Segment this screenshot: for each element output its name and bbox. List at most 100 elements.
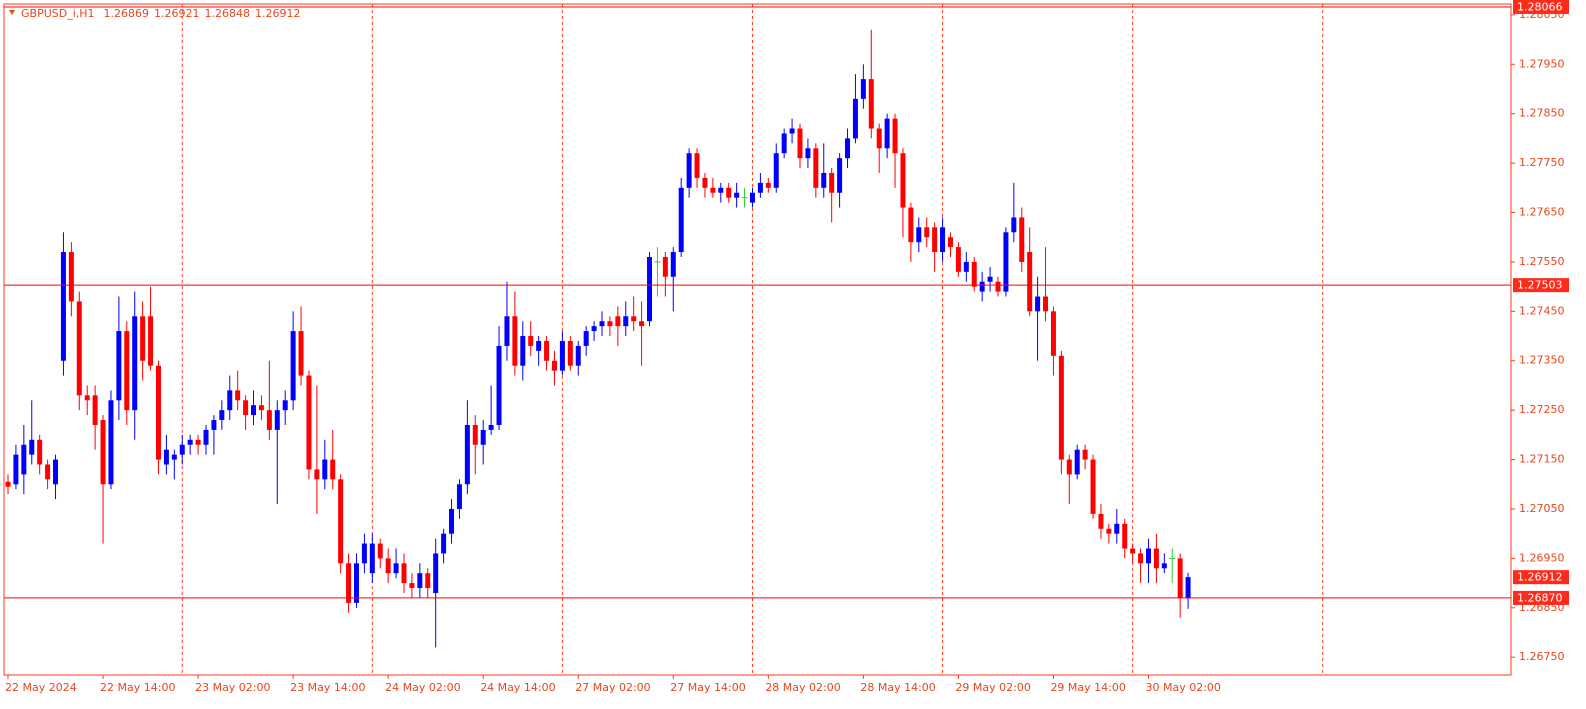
candle-body: [678, 187, 684, 253]
candle-body: [789, 128, 795, 134]
candle-body: [591, 326, 597, 332]
candle-body: [1106, 528, 1112, 534]
collapse-icon: [9, 10, 15, 15]
candle-body: [68, 252, 74, 302]
candle-body: [718, 187, 724, 193]
candle-body: [528, 336, 534, 346]
candle-body: [1130, 548, 1136, 554]
candle-body: [1185, 577, 1191, 599]
candle-body: [306, 375, 312, 470]
candle-body: [488, 424, 494, 430]
x-tick-label: 23 May 14:00: [290, 681, 365, 694]
hline-box: [1513, 590, 1569, 605]
candle-body: [900, 153, 906, 208]
candle-body: [219, 410, 225, 421]
candle-body: [797, 128, 803, 159]
candle-body: [108, 400, 114, 485]
candle-body: [377, 543, 383, 559]
candle-body: [829, 172, 835, 193]
candle-body: [805, 148, 811, 159]
candle-body: [686, 153, 692, 188]
candle-body: [615, 316, 621, 327]
candle-body: [13, 454, 19, 485]
candle-body: [441, 533, 447, 554]
candle-body: [211, 420, 217, 430]
candle-body: [195, 439, 201, 445]
x-tick-label: 27 May 14:00: [670, 681, 745, 694]
candle-body: [274, 410, 280, 430]
candle-body: [512, 316, 518, 366]
candle-body: [520, 336, 526, 366]
candle-body: [757, 182, 763, 193]
candle-body: [132, 316, 138, 411]
candle-body: [1035, 296, 1041, 312]
candle-body: [290, 331, 296, 401]
y-tick-label: 1.27150: [1519, 453, 1565, 466]
candle-body: [464, 424, 470, 485]
candle-body: [227, 390, 233, 411]
candle-body: [559, 340, 565, 371]
candle-body: [868, 79, 874, 129]
y-tick-label: 1.27450: [1519, 304, 1565, 317]
y-tick-label: 1.27550: [1519, 255, 1565, 268]
x-tick-label: 29 May 14:00: [1050, 681, 1125, 694]
candle-body: [1145, 548, 1151, 564]
candle-body: [243, 400, 249, 416]
y-tick-label: 1.27950: [1519, 57, 1565, 70]
x-tick-label: 22 May 2024: [5, 681, 77, 694]
candle-body: [837, 158, 843, 193]
candle-body: [322, 459, 328, 480]
y-tick-label: 1.27250: [1519, 403, 1565, 416]
candle-body: [916, 227, 922, 243]
candle-body: [449, 508, 455, 534]
candle-body: [116, 331, 122, 401]
symbol: GBPUSD_i,H1: [21, 7, 95, 20]
candle-body: [53, 459, 59, 485]
candle-body: [21, 444, 27, 475]
candle-body: [179, 444, 185, 455]
candle-body: [171, 454, 177, 460]
candle-body: [1153, 548, 1159, 569]
candle-body: [148, 316, 154, 366]
candle-body: [266, 410, 272, 430]
candle-body: [932, 227, 938, 253]
candle-body: [694, 153, 700, 178]
x-tick-label: 24 May 14:00: [480, 681, 555, 694]
candle-body: [1098, 513, 1104, 529]
x-tick-label: 27 May 02:00: [575, 681, 650, 694]
hline-label: 1.26870: [1517, 591, 1563, 604]
candle-body: [1138, 553, 1144, 564]
x-tick-label: 28 May 02:00: [765, 681, 840, 694]
header-high: 1.26921: [154, 7, 200, 20]
candle-body: [1114, 523, 1120, 534]
x-tick-label: 28 May 14:00: [860, 681, 935, 694]
candle-body: [892, 118, 898, 154]
candle-body: [496, 345, 502, 425]
candle-body: [821, 172, 827, 188]
candle-body: [456, 484, 462, 509]
hline-label: 1.27503: [1517, 279, 1563, 292]
candle-body: [845, 138, 851, 159]
candle-body: [860, 79, 866, 99]
candle-body: [417, 573, 423, 589]
candle-body: [504, 316, 510, 346]
header-open: 1.26869: [104, 7, 150, 20]
candle-body: [433, 553, 439, 593]
candle-body: [567, 340, 573, 366]
candle-body: [639, 321, 645, 327]
candle-body: [393, 563, 399, 574]
candle-body: [987, 276, 993, 282]
candle-body: [710, 187, 716, 193]
bid-label: 1.26912: [1517, 571, 1563, 584]
candle-body: [947, 237, 953, 248]
candle-body: [995, 281, 1001, 292]
candle-body: [385, 558, 391, 574]
candle-body: [5, 481, 11, 487]
y-tick-label: 1.27050: [1519, 502, 1565, 515]
x-tick-label: 30 May 02:00: [1145, 681, 1220, 694]
candle-body: [84, 395, 90, 401]
header-close: 1.26912: [255, 7, 301, 20]
candle-body: [702, 177, 708, 188]
y-tick-label: 1.27350: [1519, 354, 1565, 367]
